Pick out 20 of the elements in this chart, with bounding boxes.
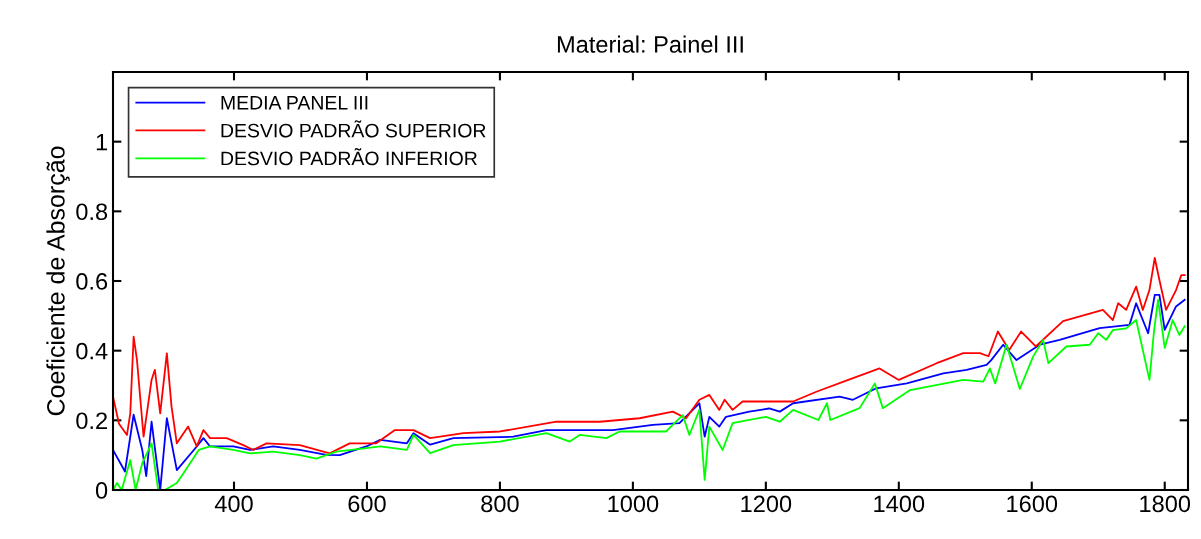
x-tick-label: 400 bbox=[214, 495, 253, 513]
x-tick-label: 1400 bbox=[874, 495, 925, 513]
line-series bbox=[113, 257, 1186, 455]
x-tick-label: 1800 bbox=[1140, 495, 1191, 513]
x-tick-label: 600 bbox=[348, 495, 386, 513]
x-tick-label: 1200 bbox=[741, 495, 792, 513]
x-tick-label: 1600 bbox=[1007, 495, 1058, 513]
y-tick-label: 0.8 bbox=[76, 203, 108, 221]
legend-label: DESVIO PADRÃO INFERIOR bbox=[221, 148, 477, 166]
chart-title: Material: Painel III bbox=[557, 35, 743, 53]
y-axis-title: Coeficiente de Absorção bbox=[46, 146, 70, 416]
y-tick-label: 0.6 bbox=[76, 273, 108, 290]
legend-label: DESVIO PADRÃO SUPERIOR bbox=[221, 120, 486, 138]
x-tick-label: 800 bbox=[481, 495, 519, 513]
y-tick-label: 0.2 bbox=[76, 412, 107, 430]
y-tick-label: 0 bbox=[95, 482, 108, 499]
legend-label: MEDIA PANEL III bbox=[221, 96, 368, 110]
x-tick-label: 1000 bbox=[608, 495, 659, 513]
y-tick-label: 1 bbox=[96, 133, 107, 151]
y-tick-label: 0.4 bbox=[76, 342, 108, 360]
